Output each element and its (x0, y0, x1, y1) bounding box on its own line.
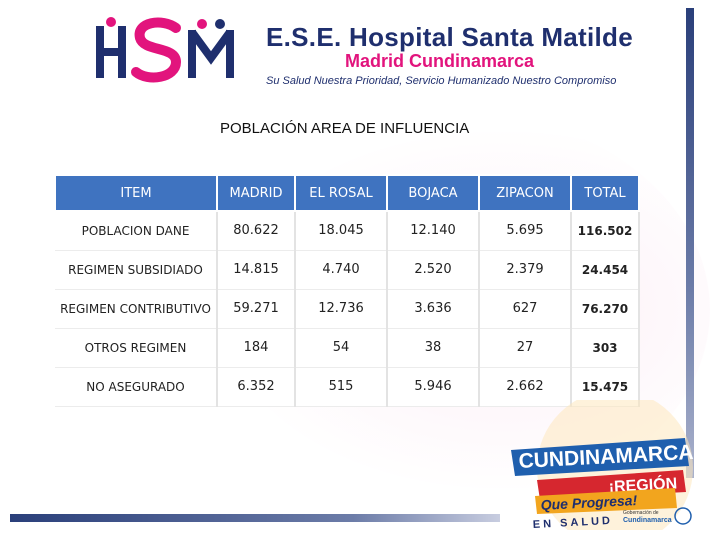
cell-total: 76.270 (571, 289, 640, 329)
hospital-name: E.S.E. Hospital Santa Matilde (266, 22, 633, 52)
row-label: REGIMEN SUBSIDIADO (55, 250, 218, 290)
column-header-bojaca: BOJACA (386, 174, 480, 212)
cundinamarca-region-badge: CUNDINAMARCA ¡REGIÓN Que Progresa! EN SA… (511, 400, 694, 530)
column-header-total: TOTAL (570, 174, 640, 212)
row-label: OTROS REGIMEN (55, 328, 218, 368)
decorative-bottom-bar (10, 514, 500, 522)
gov-seal-icon (674, 507, 692, 525)
cell-value: 14.815 (217, 250, 296, 290)
table-header-row: ITEM MADRID EL ROSAL BOJACA ZIPACON TOTA… (54, 174, 640, 212)
cell-value: 80.622 (217, 211, 296, 251)
cell-value: 4.740 (295, 250, 388, 290)
cell-value: 3.636 (387, 289, 480, 329)
table-row: REGIMEN SUBSIDIADO 14.815 4.740 2.520 2.… (55, 250, 640, 290)
cell-value: 54 (295, 328, 388, 368)
cell-value: 184 (217, 328, 296, 368)
table-row: OTROS REGIMEN 184 54 38 27 303 (55, 328, 640, 368)
cell-value: 2.662 (479, 367, 572, 407)
hospital-logo (96, 17, 234, 83)
table-row: NO ASEGURADO 6.352 515 5.946 2.662 15.47… (55, 367, 640, 407)
cell-total: 303 (571, 328, 640, 368)
cell-value: 12.140 (387, 211, 480, 251)
cell-value: 5.946 (387, 367, 480, 407)
decorative-side-bar (686, 8, 694, 478)
cell-value: 627 (479, 289, 572, 329)
column-header-el-rosal: EL ROSAL (294, 174, 388, 212)
cell-value: 38 (387, 328, 480, 368)
cell-value: 2.520 (387, 250, 480, 290)
table-row: POBLACION DANE 80.622 18.045 12.140 5.69… (55, 211, 640, 251)
population-table: ITEM MADRID EL ROSAL BOJACA ZIPACON TOTA… (54, 174, 640, 407)
cell-value: 59.271 (217, 289, 296, 329)
cell-value: 2.379 (479, 250, 572, 290)
row-label: REGIMEN CONTRIBUTIVO (55, 289, 218, 329)
cell-value: 6.352 (217, 367, 296, 407)
column-header-item: ITEM (54, 174, 218, 212)
cell-value: 5.695 (479, 211, 572, 251)
gov-name: Cundinamarca (623, 517, 672, 524)
page-title: POBLACIÓN AREA DE INFLUENCIA (220, 120, 470, 137)
badge-health: EN SALUD (533, 515, 614, 530)
gov-label: Gobernación de (623, 510, 659, 516)
hospital-location: Madrid Cundinamarca (345, 51, 535, 71)
table-row: REGIMEN CONTRIBUTIVO 59.271 12.736 3.636… (55, 289, 640, 329)
hospital-slogan: Su Salud Nuestra Prioridad, Servicio Hum… (266, 75, 617, 87)
cell-value: 27 (479, 328, 572, 368)
cell-value: 515 (295, 367, 388, 407)
cell-value: 18.045 (295, 211, 388, 251)
row-label: POBLACION DANE (55, 211, 218, 251)
column-header-zipacon: ZIPACON (478, 174, 572, 212)
cell-value: 12.736 (295, 289, 388, 329)
cell-total: 116.502 (571, 211, 640, 251)
column-header-madrid: MADRID (216, 174, 296, 212)
cell-total: 24.454 (571, 250, 640, 290)
badge-progress: Que Progresa! (540, 492, 638, 513)
row-label: NO ASEGURADO (55, 367, 218, 407)
